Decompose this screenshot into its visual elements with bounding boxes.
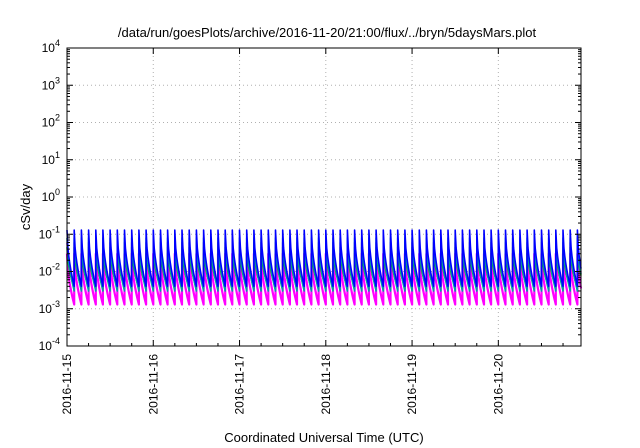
y-tick-labels: 10-4 10-3 10-2 10-1 100 101 102 103 104 bbox=[39, 38, 60, 353]
tick-marks bbox=[66, 47, 581, 347]
series-line bbox=[65, 252, 583, 306]
x-tick-label: 2016-11-18 bbox=[319, 354, 333, 415]
series-group bbox=[65, 229, 583, 306]
y-tick-label: 104 bbox=[42, 38, 60, 55]
x-tick-label: 2016-11-16 bbox=[146, 354, 160, 415]
y-tick-label: 10-1 bbox=[39, 224, 60, 241]
y-tick-label: 10-2 bbox=[39, 262, 60, 279]
y-tick-label: 10-4 bbox=[39, 336, 60, 353]
x-tick-label: 2016-11-15 bbox=[60, 354, 74, 415]
x-tick-labels: 2016-11-15 2016-11-16 2016-11-17 2016-11-18… bbox=[60, 354, 505, 415]
chart-title: /data/run/goesPlots/archive/2016-11-20/2… bbox=[118, 25, 537, 40]
x-tick-label: 2016-11-19 bbox=[405, 354, 419, 415]
x-tick-label: 2016-11-17 bbox=[233, 354, 247, 415]
series-line bbox=[66, 229, 582, 288]
y-tick-label: 102 bbox=[42, 113, 60, 130]
x-tick-label: 2016-11-20 bbox=[491, 354, 505, 415]
x-axis-label: Coordinated Universal Time (UTC) bbox=[224, 430, 423, 445]
y-axis-label: cSv/day bbox=[18, 183, 33, 230]
y-tick-label: 100 bbox=[42, 187, 60, 204]
y-tick-label: 103 bbox=[42, 75, 60, 92]
series-line bbox=[66, 237, 582, 292]
y-tick-label: 101 bbox=[42, 150, 60, 167]
y-tick-label: 10-3 bbox=[39, 299, 60, 316]
